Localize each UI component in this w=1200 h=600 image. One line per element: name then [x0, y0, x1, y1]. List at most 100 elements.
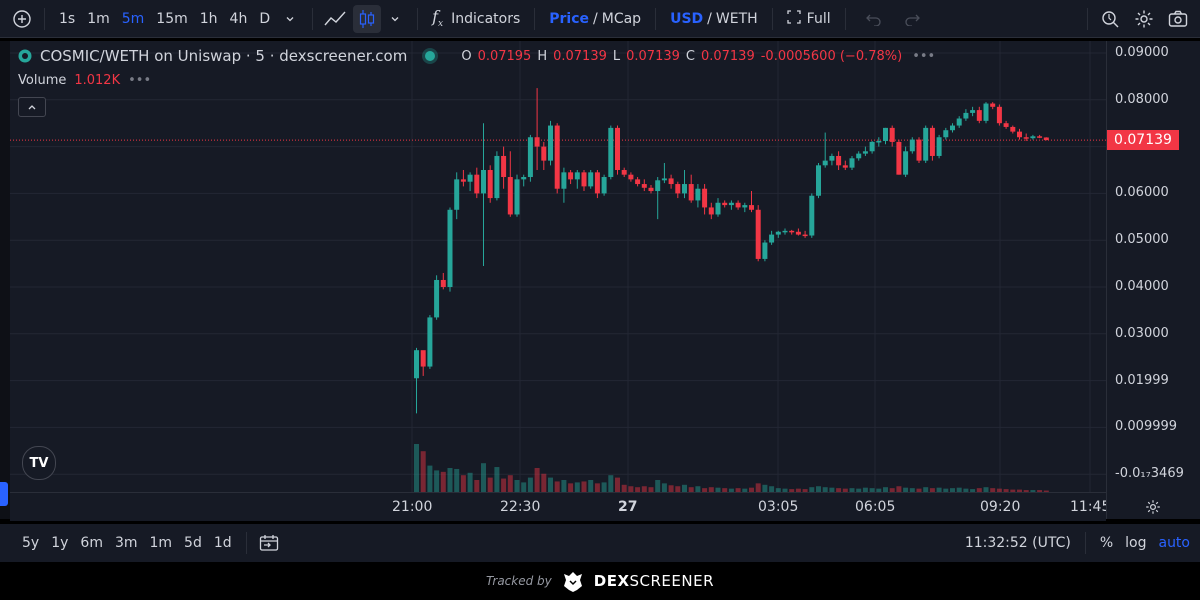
candle-body	[548, 125, 553, 161]
candle-body	[789, 230, 795, 233]
time-label: 27	[618, 499, 638, 515]
more-dots-icon[interactable]: •••	[912, 48, 936, 64]
timeframe-5m[interactable]: 5m	[121, 10, 145, 27]
chart-legend: COSMIC/WETH on Uniswap · 5 · dexscreener…	[18, 47, 935, 65]
chevron-down-icon[interactable]	[381, 5, 409, 33]
timeframe-15m[interactable]: 15m	[156, 10, 188, 27]
price-mcap-toggle[interactable]: Price / MCap	[549, 10, 642, 27]
tradingview-logo-icon[interactable]: TV	[22, 446, 56, 480]
more-dots-icon[interactable]: •••	[128, 73, 152, 88]
range-1y[interactable]: 1y	[51, 535, 69, 551]
volume-bar	[769, 486, 775, 492]
range-6m[interactable]: 6m	[80, 535, 103, 551]
camera-icon[interactable]	[1164, 5, 1192, 33]
candle-body	[943, 130, 949, 138]
candle-body	[487, 170, 493, 199]
candle-body	[655, 180, 661, 192]
toolbar-divider	[44, 7, 45, 30]
timeframe-4h[interactable]: 4h	[229, 10, 248, 27]
utc-clock[interactable]: 11:32:52 (UTC)	[964, 535, 1071, 551]
dexscreener-brand[interactable]: DEXSCREENER	[593, 572, 715, 590]
chevron-down-icon[interactable]	[276, 5, 304, 33]
volume-bar	[702, 488, 708, 492]
volume-bar	[728, 488, 734, 492]
volume-bar	[682, 484, 687, 492]
toolbar-divider	[534, 7, 536, 30]
price-chart[interactable]	[10, 41, 1106, 492]
quick-search-icon[interactable]	[1096, 5, 1124, 33]
undo-icon[interactable]	[860, 5, 888, 33]
volume-bar	[983, 487, 989, 492]
candle-body	[481, 170, 486, 194]
currency-toggle[interactable]: USD / WETH	[670, 10, 758, 27]
candle-body	[574, 172, 580, 180]
range-5y[interactable]: 5y	[22, 535, 40, 551]
volume-bar	[487, 477, 493, 492]
volume-bar	[936, 487, 942, 492]
candle-body	[728, 202, 734, 206]
timeframe-1m[interactable]: 1m	[87, 10, 110, 27]
drawing-toolbar-toggle[interactable]	[0, 482, 8, 506]
volume-bar	[688, 487, 694, 492]
line-chart-icon[interactable]	[321, 5, 349, 33]
mcap-option[interactable]: MCap	[601, 10, 642, 27]
range-1m[interactable]: 1m	[149, 535, 173, 551]
usd-option[interactable]: USD	[670, 10, 704, 27]
redo-icon[interactable]	[898, 5, 926, 33]
candle-body	[735, 202, 741, 208]
timeframe-1s[interactable]: 1s	[59, 10, 76, 27]
range-1d[interactable]: 1d	[213, 535, 232, 551]
volume-bar	[742, 488, 748, 492]
fullscreen-button[interactable]: Full	[781, 0, 837, 38]
candlestick-icon[interactable]	[353, 4, 382, 33]
candle-body	[769, 234, 775, 243]
range-5d[interactable]: 5d	[184, 535, 202, 551]
price-axis[interactable]: 0.090000.080000.070000.060000.050000.040…	[1106, 41, 1200, 519]
volume-bar	[668, 485, 674, 492]
volume-bar	[588, 480, 594, 492]
chart-pane[interactable]: COSMIC/WETH on Uniswap · 5 · dexscreener…	[10, 41, 1110, 521]
candle-body	[782, 230, 788, 233]
volume-bar	[708, 487, 714, 492]
candle-body	[775, 231, 781, 235]
candle-body	[742, 205, 748, 208]
candle-body	[668, 178, 674, 185]
full-label: Full	[806, 10, 831, 27]
symbol-title[interactable]: COSMIC/WETH on Uniswap · 5 · dexscreener…	[40, 47, 408, 65]
indicators-button[interactable]: fx Indicators	[426, 0, 526, 38]
candle-body	[889, 127, 895, 142]
auto-scale-toggle[interactable]: auto	[1158, 535, 1190, 551]
candle-body	[494, 155, 500, 199]
candle-body	[702, 188, 708, 208]
volume-bar	[648, 487, 654, 492]
collapse-legend-button[interactable]	[18, 97, 46, 117]
goto-date-icon[interactable]	[255, 529, 283, 557]
candle-body	[916, 139, 922, 161]
volume-bar	[460, 475, 466, 492]
weth-option[interactable]: WETH	[715, 10, 758, 27]
candle-body	[836, 155, 842, 166]
volume-bar	[641, 486, 647, 492]
percent-scale-toggle[interactable]: %	[1099, 535, 1114, 551]
timeframe-1h[interactable]: 1h	[199, 10, 218, 27]
price-option[interactable]: Price	[549, 10, 590, 27]
add-symbol-icon[interactable]	[8, 5, 36, 33]
settings-gear-icon[interactable]	[1130, 5, 1158, 33]
grid-lines	[10, 41, 1106, 492]
timeframe-D[interactable]: D	[259, 10, 271, 27]
axis-settings-gear-icon[interactable]	[1145, 499, 1161, 519]
time-axis[interactable]: 21:00 22:30 27 03:05 06:05 09:20 11:45	[10, 492, 1110, 521]
candle-body	[588, 172, 594, 187]
candle-body	[601, 177, 607, 194]
range-3m[interactable]: 3m	[114, 535, 138, 551]
log-scale-toggle[interactable]: log	[1125, 535, 1147, 551]
volume-bar	[548, 477, 553, 492]
candle-body	[460, 179, 466, 182]
candle-body	[628, 174, 634, 180]
candle-body	[976, 110, 982, 121]
volume-bar	[608, 475, 614, 492]
volume-bar	[970, 489, 976, 492]
volume-bar	[883, 487, 888, 492]
candle-body	[923, 127, 929, 161]
candle-body	[414, 350, 419, 379]
